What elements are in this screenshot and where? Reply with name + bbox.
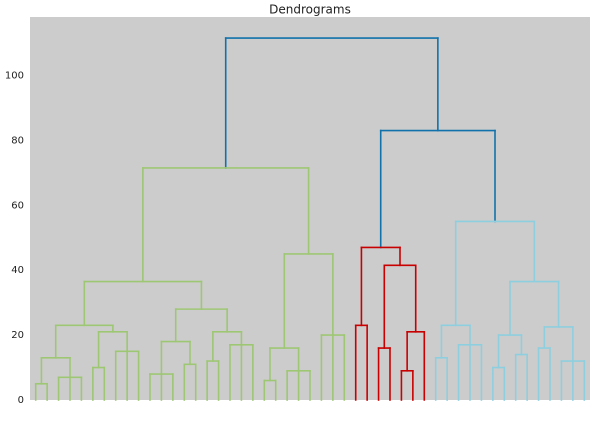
y-tick-label: 20 xyxy=(11,330,24,341)
plot-area xyxy=(30,17,590,400)
y-tick-label: 0 xyxy=(18,395,24,406)
y-tick-label: 100 xyxy=(5,70,24,81)
chart-title: Dendrograms xyxy=(269,3,351,17)
y-tick-label: 40 xyxy=(11,265,24,276)
y-tick-label: 60 xyxy=(11,200,24,211)
y-tick-label: 80 xyxy=(11,135,24,146)
